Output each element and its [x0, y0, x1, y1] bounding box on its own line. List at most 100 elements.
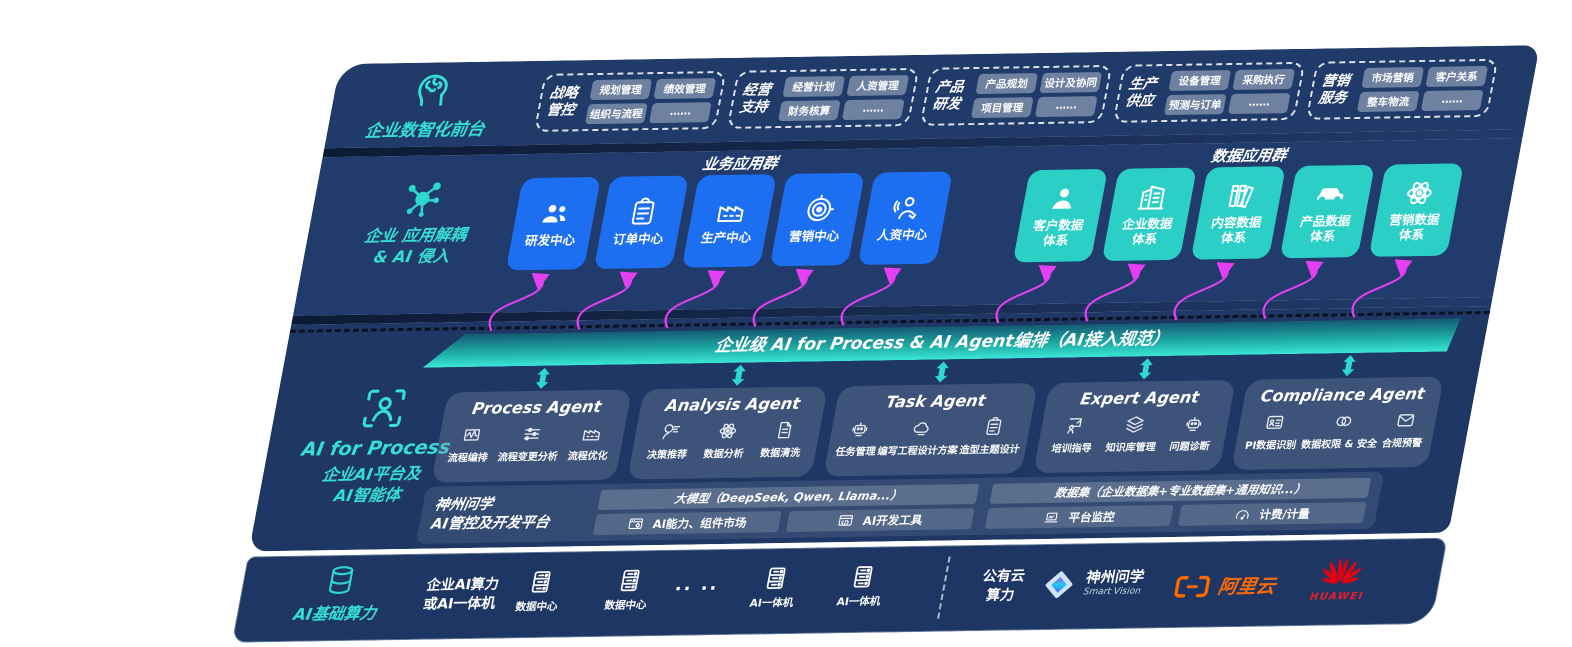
- band-ai-platform: AI for Process 企业AI平台及 AI智能体 企业级 AI for …: [248, 305, 1492, 552]
- pill: 产品规划: [975, 73, 1039, 95]
- group-title: 产品研发: [931, 79, 966, 113]
- car-icon: [1313, 179, 1349, 210]
- pill: ……: [648, 102, 712, 124]
- business-apps-row: 研发中心 订单中心 生产中心 营销中心 人资中心: [505, 171, 953, 271]
- gauge-icon: [1233, 506, 1252, 522]
- clipboard-icon: [982, 416, 1006, 437]
- node-ai-appliance-1: AI一体机: [740, 565, 808, 611]
- vendor-huawei: HUAWEI: [1309, 554, 1372, 603]
- appbox-hr-center: 人资中心: [857, 171, 953, 265]
- data-systems-row: 客户数据 体系 企业数据 体系 内容数据 体系 产品数据 体系 营销数据 体系: [1012, 163, 1464, 263]
- agent-item: 数据分析: [702, 421, 749, 460]
- appbox-order-center: 订单中心: [593, 175, 689, 270]
- agent-card-task: Task Agent 任务管理 编写工程设计方案 造型主题设计: [823, 383, 1038, 477]
- platform-subtitle: AI管控及开发平台: [429, 514, 551, 533]
- pill: 绩效管理: [653, 78, 717, 100]
- band-infrastructure: AI基础算力 企业AI算力 或AI一体机 数据中心 数据中心 ·· ·· AI一…: [231, 537, 1448, 643]
- factory-icon: [713, 196, 749, 227]
- group-title: 营销服务: [1316, 73, 1352, 107]
- dataset-bar: 数据集（企业数据集+专业数据集+通用知识...）: [989, 477, 1372, 504]
- node-datacenter-2: 数据中心: [594, 567, 662, 613]
- server-icon: [848, 564, 879, 590]
- ai-dev-platform-card: 神州问学 AI管控及开发平台 大模型（DeepSeek, Qwen, Llama…: [415, 471, 1385, 544]
- front-office-groups: 战略管控 规划管理 绩效管理 组织与流程 …… 经营支持 经营计划 人资管理 财…: [533, 58, 1499, 132]
- group-strategy: 战略管控 规划管理 绩效管理 组织与流程 ……: [533, 70, 727, 132]
- double-arrow-icon: [1338, 355, 1359, 377]
- database-icon: [322, 564, 360, 597]
- vendor-aliyun: 阿里云: [1172, 571, 1278, 600]
- agent-item: 决策推荐: [646, 421, 693, 461]
- public-cloud-label: 公有云 算力: [981, 568, 1027, 604]
- model-bar: 大模型（DeepSeek, Qwen, Llama...）: [597, 484, 980, 511]
- band-front-office: 企业数智化前台 战略管控 规划管理 绩效管理 组织与流程 …… 经营支持 经营计…: [324, 45, 1540, 149]
- double-arrow-icon: [1135, 358, 1156, 380]
- pill: 规划管理: [589, 79, 653, 101]
- decoupling-label-line2: & AI 侵入: [372, 245, 452, 267]
- cell-ai-market: AI能力、组件市场: [592, 511, 782, 536]
- pill: 客户关系: [1425, 65, 1489, 87]
- person-icon: [1046, 183, 1082, 214]
- platform-name: 神州问学: [433, 496, 495, 514]
- appbox-rd-center: 研发中心: [505, 176, 602, 271]
- group-title: 战略管控: [545, 85, 580, 119]
- building-icon: [1135, 182, 1171, 213]
- dashed-divider: [937, 556, 951, 619]
- cell-dev-tools: AI开发工具: [785, 508, 975, 533]
- wave-icon: [460, 425, 484, 445]
- agent-item: 数据权限 & 安全: [1300, 411, 1383, 451]
- card-icon: [1263, 412, 1287, 432]
- link-icon: [1331, 411, 1355, 431]
- group-product: 产品研发 产品规划 设计及协同 项目管理 ……: [919, 64, 1113, 126]
- databox-product: 产品数据 体系: [1279, 164, 1375, 259]
- agent-item: 培训指导: [1050, 415, 1097, 455]
- agents-row: Process Agent 流程编排 流程变更分析 流程优化 Analysis …: [431, 376, 1444, 483]
- trainer-icon: [1064, 415, 1088, 435]
- agent-item: 流程优化: [566, 423, 613, 462]
- chat-icon: [659, 422, 683, 442]
- agent-item: 流程编排: [447, 425, 494, 464]
- databox-content: 内容数据 体系: [1190, 166, 1286, 260]
- cloud-icon: [910, 418, 934, 438]
- databox-customer: 客户数据 体系: [1012, 168, 1108, 263]
- databox-enterprise: 企业数据 体系: [1101, 167, 1197, 262]
- group-production: 生产供应 设备管理 采购执行 预测与订单 ……: [1112, 61, 1306, 123]
- infra-title: AI基础算力: [291, 603, 378, 624]
- pill: 市场营销: [1361, 66, 1425, 88]
- huawei-icon: [1318, 554, 1366, 587]
- layers-icon: [1123, 414, 1147, 434]
- group-operation: 经营支持 经营计划 人资管理 财务核算 ……: [726, 67, 920, 129]
- atom-icon: [1402, 178, 1438, 209]
- agent-item: 问题诊断: [1168, 413, 1215, 453]
- robot-icon: [848, 419, 872, 439]
- person-frame-icon: [356, 385, 411, 432]
- pill: 设备管理: [1168, 70, 1232, 91]
- window-gear-icon: [626, 516, 645, 532]
- cell-billing: 计费/计量: [1177, 501, 1367, 526]
- databox-marketing: 营销数据 体系: [1368, 163, 1464, 257]
- agent-item: PI数据识别: [1244, 412, 1302, 452]
- main-panel: 企业数智化前台 战略管控 规划管理 绩效管理 组织与流程 …… 经营支持 经营计…: [248, 45, 1540, 552]
- target-icon: [801, 195, 837, 226]
- pill: 采购执行: [1232, 68, 1296, 90]
- brain-icon: [407, 69, 457, 112]
- agent-item: 合规预警: [1381, 410, 1428, 450]
- robot-icon: [1182, 413, 1206, 433]
- agent-item: 造型主题设计: [958, 416, 1025, 456]
- pill: 人资管理: [846, 75, 910, 97]
- vendor-smartvision: 神州问学 Smart Vision: [1038, 565, 1147, 603]
- agent-item: 任务管理: [834, 419, 881, 458]
- sliders-icon: [520, 424, 544, 444]
- double-arrow-icon: [532, 367, 553, 389]
- aliyun-icon: [1172, 574, 1213, 599]
- ai-platform-label: AI for Process 企业AI平台及 AI智能体: [273, 384, 481, 508]
- node-datacenter-1: 数据中心: [505, 568, 573, 614]
- pill: 组织与流程: [584, 103, 648, 125]
- pill: 预测与订单: [1163, 94, 1227, 116]
- platform-model-group: 大模型（DeepSeek, Qwen, Llama...） AI能力、组件市场 …: [592, 484, 980, 536]
- pill: 设计及协同: [1039, 72, 1103, 94]
- ellipsis: ·· ··: [672, 578, 721, 600]
- double-arrow-icon: [931, 361, 952, 383]
- group-title: 生产供应: [1124, 76, 1159, 110]
- mail-icon: [1394, 410, 1418, 430]
